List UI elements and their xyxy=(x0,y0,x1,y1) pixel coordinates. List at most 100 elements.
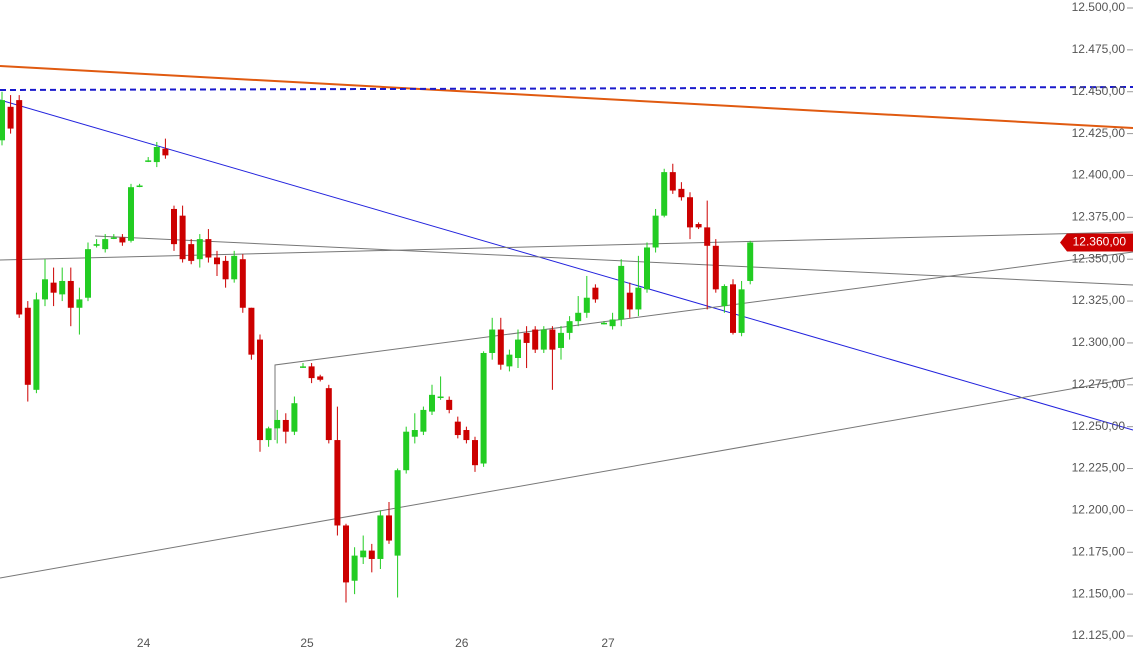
candle-body xyxy=(291,403,298,432)
candle-body xyxy=(583,297,590,313)
candle-body xyxy=(532,329,539,350)
candle-body xyxy=(506,354,513,367)
candle-body xyxy=(515,339,521,359)
candle-body xyxy=(162,148,169,156)
candle-body xyxy=(661,172,668,216)
candle-body xyxy=(351,555,358,581)
x-tick-label: 26 xyxy=(455,636,469,650)
candle-body xyxy=(282,419,289,432)
candle-body xyxy=(171,208,177,245)
candle-body xyxy=(549,329,556,350)
candle-body xyxy=(85,249,91,298)
candle-body xyxy=(153,146,160,163)
y-tick-label: 12.150,00 xyxy=(1072,586,1126,600)
y-tick-label: 12.175,00 xyxy=(1072,544,1126,558)
candle-body xyxy=(609,319,616,327)
candle-body xyxy=(463,430,470,441)
candle-body xyxy=(394,470,401,556)
candle-body xyxy=(472,440,478,466)
candle-body xyxy=(214,257,220,265)
candle-body xyxy=(712,245,719,290)
y-tick-label: 12.225,00 xyxy=(1072,461,1126,475)
y-tick-label: 12.425,00 xyxy=(1072,126,1126,140)
trend-line xyxy=(274,251,1133,440)
candle-body xyxy=(145,160,152,162)
candle-body xyxy=(188,244,195,261)
candle-body xyxy=(704,227,711,246)
candle-body xyxy=(300,366,306,368)
y-tick-label: 12.200,00 xyxy=(1072,503,1126,517)
x-tick-label: 25 xyxy=(300,636,314,650)
candle-body xyxy=(179,215,186,260)
candle-body xyxy=(411,430,418,437)
candle-body xyxy=(239,259,246,308)
y-tick-label: 12.300,00 xyxy=(1072,335,1126,349)
candle-body xyxy=(540,329,547,350)
candle-body xyxy=(42,279,48,300)
level-line xyxy=(0,86,1133,91)
y-tick-label: 12.450,00 xyxy=(1072,84,1126,98)
candle-body xyxy=(738,289,745,333)
candle-body xyxy=(33,299,40,390)
candle-body xyxy=(67,280,74,308)
last-price-badge: 12.360,00 xyxy=(1060,233,1133,252)
candle-body xyxy=(669,172,676,191)
candle-body xyxy=(377,515,384,559)
candle-body xyxy=(93,244,100,246)
candle-body xyxy=(446,399,453,410)
candle-body xyxy=(695,224,702,228)
candle-body xyxy=(205,239,212,258)
candle-body xyxy=(119,237,126,243)
x-tick-label: 24 xyxy=(137,636,151,650)
y-tick-label: 12.350,00 xyxy=(1072,251,1126,265)
candle-body xyxy=(747,242,754,281)
y-tick-label: 12.125,00 xyxy=(1072,628,1126,642)
candle-body xyxy=(317,376,324,380)
candle-body xyxy=(497,329,504,365)
candle-body xyxy=(454,421,461,436)
candle-body xyxy=(59,280,66,295)
candle-body xyxy=(575,312,582,322)
trend-line xyxy=(0,377,1133,579)
candle-body xyxy=(334,440,341,526)
candle-body xyxy=(635,287,642,310)
candle-body xyxy=(626,292,633,310)
candle-body xyxy=(257,339,263,441)
candle-body xyxy=(7,106,14,129)
candle-body xyxy=(110,237,117,239)
y-tick-label: 12.500,00 xyxy=(1072,0,1126,14)
y-tick-label: 12.250,00 xyxy=(1072,419,1126,433)
candle-body xyxy=(368,550,375,559)
candle-body xyxy=(420,409,427,432)
candle-body xyxy=(644,247,650,290)
candle-body xyxy=(222,260,229,280)
price-badge xyxy=(1060,233,1133,252)
candle-body xyxy=(386,515,392,541)
candle-body xyxy=(343,525,349,583)
candle-body xyxy=(24,307,31,385)
candle-body xyxy=(437,396,444,399)
candle-body xyxy=(196,239,203,260)
candle-body xyxy=(265,428,272,441)
price-badge-label: 12.360,00 xyxy=(1073,235,1127,249)
candle-body xyxy=(274,419,281,429)
candle-body xyxy=(0,100,5,141)
x-tick-label: 27 xyxy=(601,636,615,650)
candle-body xyxy=(618,265,625,320)
trend-line xyxy=(0,65,1133,129)
y-tick-label: 12.275,00 xyxy=(1072,377,1126,391)
candle-body xyxy=(558,332,564,348)
candle-body xyxy=(403,431,410,471)
trend-line xyxy=(94,235,1133,286)
candle-body xyxy=(50,282,57,293)
candle-body xyxy=(687,197,693,228)
y-tick-label: 12.375,00 xyxy=(1072,210,1126,224)
candle-body xyxy=(489,329,496,353)
candle-body xyxy=(480,352,487,464)
y-tick-label: 12.475,00 xyxy=(1072,42,1126,56)
candle-body xyxy=(652,215,659,248)
trend-line xyxy=(0,231,1133,261)
candle-body xyxy=(678,188,685,198)
candle-body xyxy=(566,321,573,333)
